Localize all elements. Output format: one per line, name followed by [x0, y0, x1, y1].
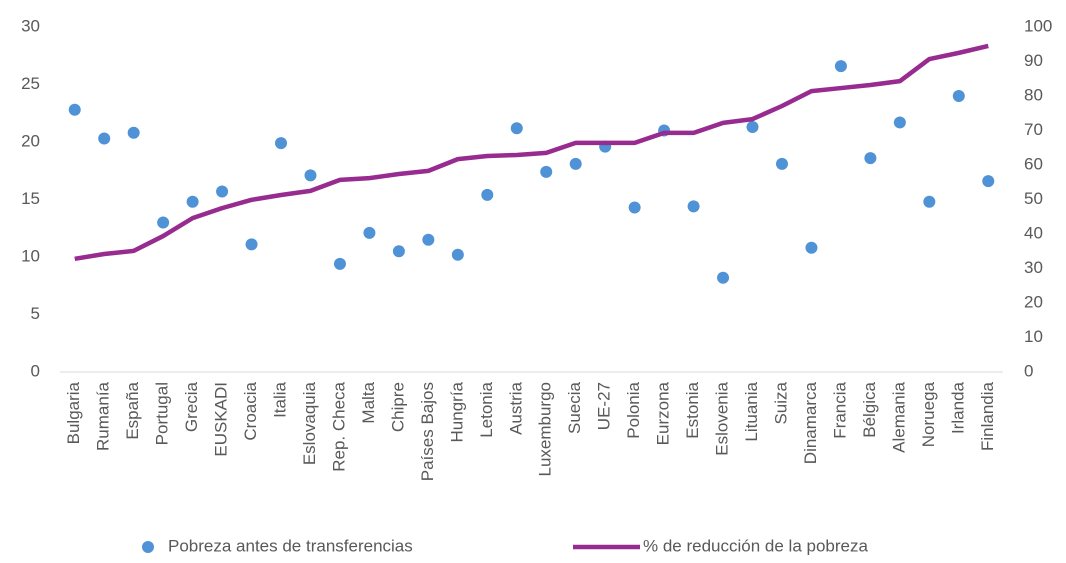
y-tick-label: 0	[31, 361, 40, 380]
y2-tick-label: 70	[1024, 120, 1043, 139]
y2-tick-label: 0	[1024, 361, 1033, 380]
x-tick-label: Eslovenia	[713, 381, 732, 455]
point	[98, 132, 111, 145]
x-tick-label: Hungría	[447, 381, 466, 442]
x-tick-label: Eslovaquia	[300, 381, 319, 465]
point	[363, 226, 376, 239]
x-tick-label: Malta	[359, 381, 378, 423]
legend-label: % de reducción de la pobreza	[643, 536, 868, 555]
y2-tick-label: 30	[1024, 258, 1043, 277]
point	[304, 169, 317, 182]
x-tick-label: Alemania	[889, 381, 908, 452]
point	[127, 126, 140, 139]
point	[540, 165, 553, 178]
x-tick-label: EUSKADI	[212, 382, 231, 457]
x-tick-label: Eurzona	[654, 381, 673, 445]
point	[628, 201, 641, 214]
x-tick-label: Rumanía	[94, 381, 113, 451]
y2-tick-label: 40	[1024, 223, 1043, 242]
point	[392, 245, 405, 258]
y2-tick-label: 50	[1024, 189, 1043, 208]
x-tick-label: Estonia	[683, 381, 702, 438]
y-tick-label: 10	[21, 246, 40, 265]
x-tick-label: Irlanda	[948, 381, 967, 434]
x-tick-label: Letonia	[477, 381, 496, 437]
y2-tick-label: 10	[1024, 327, 1043, 346]
point	[451, 248, 464, 261]
x-tick-label: Italia	[271, 381, 290, 417]
x-tick-label: Bélgica	[860, 381, 879, 437]
point	[275, 137, 288, 150]
x-tick-label: Dinamarca	[801, 381, 820, 464]
y2-tick-label: 60	[1024, 154, 1043, 173]
point	[805, 241, 818, 254]
point	[834, 60, 847, 73]
x-tick-label: Croacia	[241, 381, 260, 440]
legend-label: Pobreza antes de transferencias	[168, 536, 413, 555]
x-tick-label: Austria	[506, 381, 525, 434]
x-tick-label: España	[123, 381, 142, 439]
y-tick-label: 15	[21, 189, 40, 208]
x-tick-label: UE-27	[595, 382, 614, 430]
point	[952, 90, 965, 102]
y-tick-label: 5	[31, 304, 40, 323]
y-tick-label: 30	[21, 16, 40, 35]
y2-tick-label: 80	[1024, 85, 1043, 104]
point	[569, 157, 582, 170]
point	[923, 195, 936, 208]
point	[216, 185, 229, 198]
point	[775, 157, 788, 170]
x-tick-label: Lituania	[742, 381, 761, 441]
point	[717, 271, 730, 284]
y2-tick-label: 20	[1024, 292, 1043, 311]
x-tick-label: Portugal	[153, 382, 172, 445]
point	[157, 216, 170, 229]
point	[510, 122, 523, 135]
legend-swatch	[142, 541, 154, 553]
point	[982, 175, 995, 188]
point	[687, 200, 700, 213]
x-tick-label: Finlandia	[978, 381, 997, 451]
point	[333, 257, 346, 270]
line	[74, 43, 989, 262]
point	[186, 195, 199, 208]
y-tick-label: 25	[21, 74, 40, 93]
x-tick-label: Polonia	[624, 381, 643, 438]
x-tick-label: Rep. Checa	[329, 381, 348, 471]
x-tick-label: Luxemburgo	[536, 382, 555, 477]
point	[245, 238, 258, 251]
point	[746, 121, 759, 134]
x-tick-label: Bulgaria	[64, 381, 83, 444]
point	[422, 233, 435, 246]
x-tick-label: Suiza	[771, 381, 790, 424]
y2-tick-label: 100	[1024, 16, 1052, 35]
point	[893, 116, 906, 129]
y2-tick-label: 90	[1024, 51, 1043, 70]
point	[864, 152, 877, 165]
x-tick-label: Suecia	[565, 381, 584, 434]
point	[481, 188, 494, 201]
x-tick-label: Noruega	[919, 381, 938, 447]
x-tick-label: Grecia	[182, 381, 201, 432]
x-tick-label: Francia	[830, 381, 849, 438]
x-tick-label: Países Bajos	[418, 382, 437, 481]
x-tick-label: Chipre	[388, 382, 407, 432]
point	[68, 103, 81, 116]
y-tick-label: 20	[21, 131, 40, 150]
